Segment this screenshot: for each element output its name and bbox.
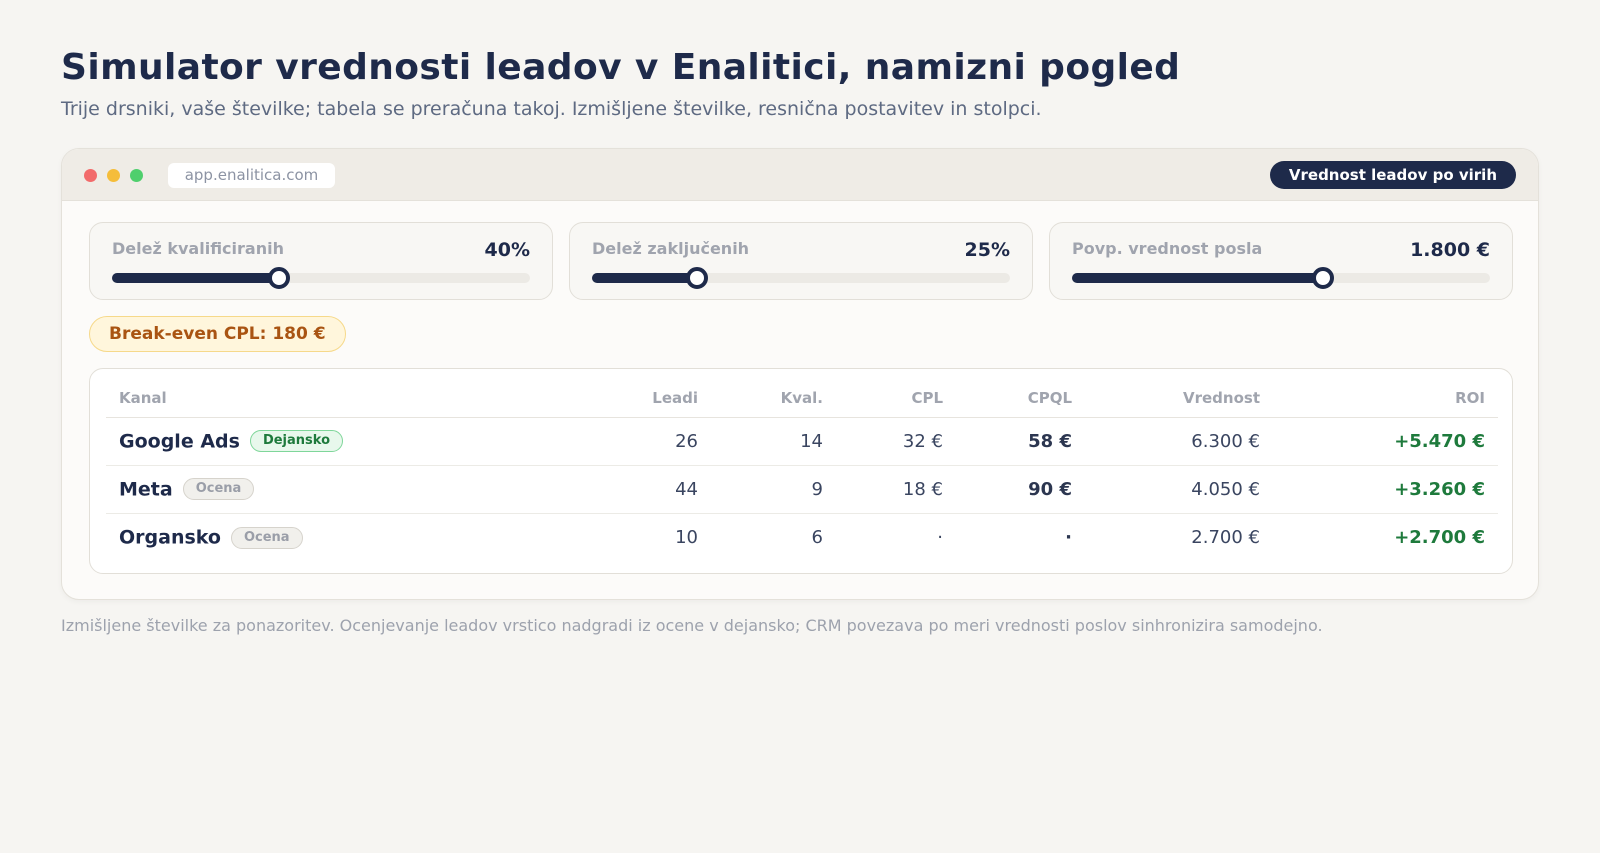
slider-label: Delež zaključenih [592, 239, 750, 258]
slider-fill [592, 273, 697, 283]
leads-cell: 26 [566, 417, 711, 466]
cpql-cell: 58 € [956, 417, 1085, 466]
close-window-dot[interactable] [84, 169, 97, 182]
column-header-kval[interactable]: Kval. [711, 379, 836, 418]
slider-fill [112, 273, 280, 283]
channel-table: Kanal Leadi Kval. CPL CPQL Vrednost ROI … [106, 379, 1498, 561]
channel-name: Google Ads [119, 430, 240, 453]
column-header-cpql[interactable]: CPQL [956, 379, 1085, 418]
slider-thumb[interactable] [685, 267, 708, 289]
minimize-window-dot[interactable] [107, 169, 120, 182]
slider-track[interactable] [592, 267, 1010, 289]
slider-thumb[interactable] [268, 267, 291, 289]
column-header-vrednost[interactable]: Vrednost [1085, 379, 1273, 418]
channel-cell: Google Ads Dejansko [106, 417, 566, 466]
qualified-cell: 14 [711, 417, 836, 466]
footnote: Izmišljene številke za ponazoritev. Ocen… [61, 616, 1323, 635]
slider-value: 1.800 € [1410, 239, 1490, 261]
slider-card-closed: Delež zaključenih 25% [569, 222, 1033, 300]
cpql-cell: 90 € [956, 465, 1085, 514]
value-cell: 6.300 € [1085, 417, 1273, 466]
breakeven-cpl-badge: Break-even CPL: 180 € [89, 316, 346, 352]
value-cell: 2.700 € [1191, 526, 1260, 548]
maximize-window-dot[interactable] [130, 169, 143, 182]
cpl-cell: 32 € [836, 417, 956, 466]
slider-group: Delež kvalificiranih 40% Delež zaključen… [89, 222, 1513, 300]
browser-titlebar: app.enalitica.com Vrednost leadov po vir… [62, 149, 1538, 201]
roi-cell: +3.260 € [1273, 465, 1498, 514]
column-header-kanal[interactable]: Kanal [106, 379, 566, 418]
channel-name: Organsko [119, 526, 221, 549]
page: Simulator vrednosti leadov v Enalitici, … [61, 44, 1539, 635]
page-title: Simulator vrednosti leadov v Enalitici, … [61, 47, 1181, 88]
table-row[interactable]: Meta Ocena 44 9 18 € 90 € 4.050 € +3.260 … [106, 465, 1498, 514]
slider-label: Povp. vrednost posla [1072, 239, 1263, 258]
roi-cell: +2.700 € [1394, 526, 1485, 548]
value-cell: 4.050 € [1085, 465, 1273, 514]
channel-cell: Meta Ocena [106, 465, 566, 514]
lead-value-by-source-pill: Vrednost leadov po virih [1269, 161, 1516, 189]
channel-cell: Organsko Ocena [106, 513, 566, 561]
table-row[interactable]: Google Ads Dejansko 26 14 32 € 58 € 6.300… [106, 417, 1498, 466]
url-bar[interactable]: app.enalitica.com [168, 163, 335, 188]
slider-value: 25% [964, 239, 1010, 261]
qualified-cell: 6 [811, 526, 823, 548]
slider-card-qualified: Delež kvalificiranih 40% [89, 222, 553, 300]
roi-cell: +5.470 € [1273, 417, 1498, 466]
column-header-roi[interactable]: ROI [1273, 379, 1498, 418]
leads-cell: 10 [675, 526, 698, 548]
table-header-row: Kanal Leadi Kval. CPL CPQL Vrednost ROI [106, 379, 1498, 418]
channel-table-card: Kanal Leadi Kval. CPL CPQL Vrednost ROI … [89, 368, 1513, 574]
page-subtitle: Trije drsniki, vaše številke; tabela se … [61, 98, 1042, 120]
slider-card-deal-value: Povp. vrednost posla 1.800 € [1049, 222, 1513, 300]
browser-window: app.enalitica.com Vrednost leadov po vir… [61, 148, 1539, 600]
status-badge: Ocena [182, 478, 255, 501]
slider-thumb[interactable] [1311, 267, 1334, 289]
status-badge: Dejansko [249, 430, 343, 453]
qualified-cell: 9 [711, 465, 836, 514]
channel-name: Meta [119, 478, 173, 501]
column-header-cpl[interactable]: CPL [836, 379, 956, 418]
slider-value: 40% [484, 239, 530, 261]
status-badge: Ocena [230, 526, 303, 549]
cpl-cell: · [937, 526, 943, 548]
slider-fill [1072, 273, 1323, 283]
column-header-leadi[interactable]: Leadi [566, 379, 711, 418]
cpl-cell: 18 € [836, 465, 956, 514]
slider-track[interactable] [1072, 267, 1490, 289]
cpql-cell: · [1065, 526, 1072, 548]
table-row[interactable]: Organsko Ocena 10 6 · · 2.700 € +2.700 € [106, 513, 1498, 561]
leads-cell: 44 [566, 465, 711, 514]
slider-track[interactable] [112, 267, 530, 289]
slider-label: Delež kvalificiranih [112, 239, 284, 258]
